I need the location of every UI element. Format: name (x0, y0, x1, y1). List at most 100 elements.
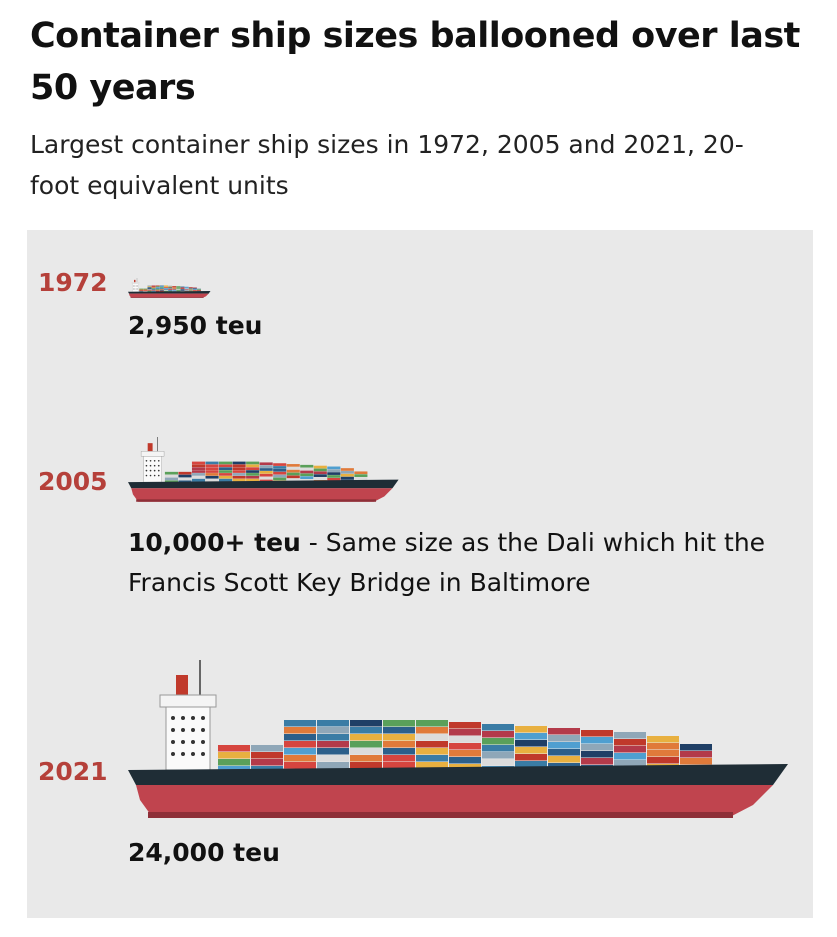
container (614, 746, 646, 753)
year-label: 2021 (38, 757, 108, 786)
container (180, 290, 185, 291)
container (143, 289, 148, 291)
container (164, 474, 179, 478)
container (147, 288, 152, 289)
container (482, 759, 514, 766)
container (164, 286, 168, 288)
container (246, 464, 260, 468)
container (176, 288, 181, 289)
container (232, 473, 246, 476)
container (327, 469, 341, 473)
container (147, 289, 152, 290)
container (246, 470, 260, 473)
container (164, 290, 168, 292)
container (416, 748, 448, 755)
ship-1972 (128, 278, 211, 298)
container (284, 748, 316, 755)
container (155, 288, 160, 289)
container (327, 478, 341, 481)
container (168, 285, 173, 287)
container (515, 726, 547, 733)
waterline (136, 499, 377, 502)
porthole (181, 740, 185, 744)
porthole (149, 469, 152, 472)
container (313, 465, 327, 469)
container (147, 286, 152, 288)
container (205, 473, 219, 476)
container (172, 286, 177, 287)
container (188, 288, 193, 290)
container (191, 475, 206, 479)
porthole (153, 469, 156, 472)
container (548, 728, 580, 735)
container (680, 744, 712, 751)
funnel (176, 675, 188, 695)
container (350, 748, 382, 755)
container (219, 475, 233, 479)
porthole (149, 464, 152, 467)
container (383, 727, 415, 734)
container (176, 286, 181, 288)
container (416, 727, 448, 734)
bridge (159, 694, 217, 708)
container (172, 286, 177, 288)
container (515, 754, 547, 761)
container (155, 287, 160, 289)
container (164, 289, 168, 291)
container (251, 759, 283, 766)
container (350, 762, 382, 769)
container (180, 289, 185, 290)
container (159, 289, 164, 290)
container (340, 473, 354, 477)
container (251, 745, 283, 752)
porthole (181, 728, 185, 732)
container (143, 290, 148, 292)
container (273, 468, 287, 472)
capacity-text: 24,000 teu (128, 833, 788, 873)
container (246, 467, 260, 471)
container (647, 750, 679, 757)
container (191, 464, 206, 468)
container (246, 478, 260, 482)
container (180, 288, 185, 290)
porthole (145, 469, 148, 472)
container (350, 720, 382, 727)
container (176, 288, 181, 290)
container (482, 745, 514, 752)
porthole (134, 286, 136, 287)
container (383, 748, 415, 755)
porthole (191, 716, 195, 720)
container (286, 464, 300, 467)
container (232, 461, 246, 465)
container (515, 733, 547, 740)
hull-bottom (129, 293, 209, 298)
porthole (171, 740, 175, 744)
container (350, 734, 382, 741)
container (188, 287, 193, 289)
container (188, 287, 193, 288)
container (191, 470, 206, 473)
container (188, 289, 193, 291)
container (581, 737, 613, 744)
hull-top (128, 479, 399, 489)
container (286, 478, 300, 482)
container (139, 289, 144, 291)
porthole (171, 728, 175, 732)
container (164, 285, 168, 287)
porthole (181, 716, 185, 720)
container (300, 473, 314, 477)
container (218, 745, 250, 752)
container (139, 290, 144, 292)
porthole (157, 459, 160, 462)
porthole (133, 286, 134, 287)
container (259, 465, 273, 468)
porthole (171, 716, 175, 720)
container (317, 755, 349, 762)
container (284, 762, 316, 769)
year-label: 1972 (38, 268, 108, 297)
container (313, 468, 327, 472)
porthole (191, 740, 195, 744)
container (327, 466, 341, 470)
container (197, 288, 201, 290)
porthole (191, 728, 195, 732)
